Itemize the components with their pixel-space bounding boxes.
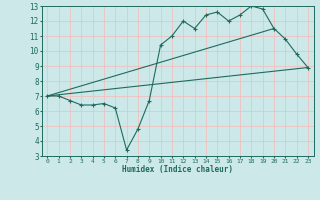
X-axis label: Humidex (Indice chaleur): Humidex (Indice chaleur) xyxy=(122,165,233,174)
